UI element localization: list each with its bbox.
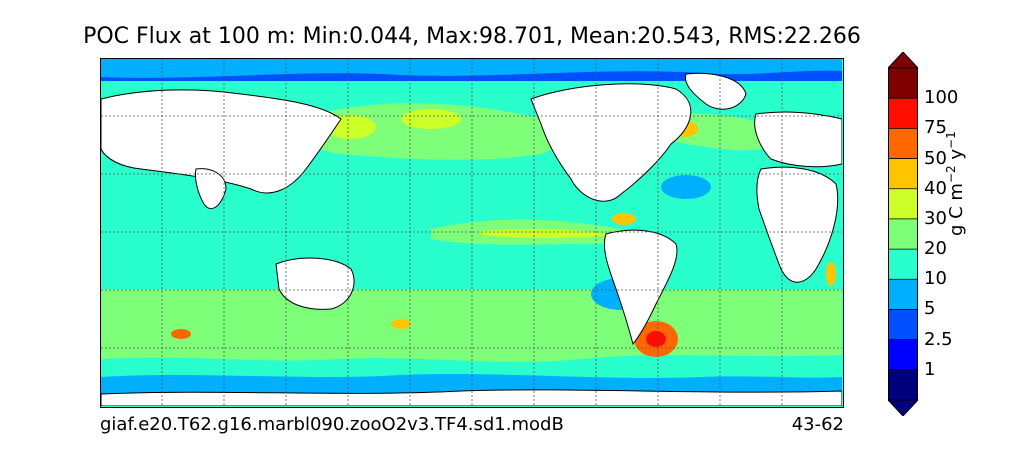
subarctic-pacific xyxy=(401,109,461,129)
colorbar-tick-label: 1 xyxy=(924,358,936,380)
kerguelen-bloom xyxy=(171,329,191,339)
north-america xyxy=(530,83,692,202)
case-name: giaf.e20.T62.g16.marbl090.zooO2v3.TF4.sd… xyxy=(100,414,564,435)
north-atlantic-gyre xyxy=(661,175,711,199)
colorbar-segment xyxy=(888,188,918,219)
colorbar-tick-label: 30 xyxy=(924,207,947,229)
greenland xyxy=(684,72,747,110)
colorbar-segment xyxy=(888,128,918,159)
map-svg xyxy=(101,59,842,406)
europe xyxy=(754,111,842,168)
colorbar-tick-label: 75 xyxy=(924,117,947,139)
colorbar-segment xyxy=(888,98,918,129)
colorbar-min-arrow xyxy=(888,399,918,416)
units-mid: y xyxy=(946,148,967,166)
colorbar-segment xyxy=(888,339,918,370)
australia xyxy=(275,257,355,310)
benguela-upwelling xyxy=(826,262,836,286)
colorbar xyxy=(888,52,918,416)
colorbar-tick-label: 10 xyxy=(924,268,947,290)
peru-upwelling xyxy=(612,213,636,225)
colorbar-segment xyxy=(888,158,918,189)
new-zealand-bloom xyxy=(391,319,411,329)
colorbar-segment xyxy=(888,218,918,250)
map-title: POC Flux at 100 m: Min:0.044, Max:98.701… xyxy=(83,24,861,49)
patagonian-core xyxy=(646,331,666,347)
colorbar-segment xyxy=(888,249,918,280)
africa xyxy=(756,166,839,283)
units-text: g C m xyxy=(946,183,967,236)
graticule xyxy=(101,59,842,406)
colorbar-tick-label: 100 xyxy=(924,87,959,109)
colorbar-segment xyxy=(888,279,918,310)
india xyxy=(195,168,227,209)
colorbar-frame xyxy=(888,67,918,401)
equatorial-pacific-core xyxy=(481,228,611,238)
units-exp-2: −1 xyxy=(944,131,958,149)
colorbar-segment xyxy=(888,369,918,400)
antarctica xyxy=(101,389,842,406)
units-exp-1: −2 xyxy=(944,165,958,184)
colorbar-tick-label: 2.5 xyxy=(924,328,953,350)
colorbar-segment xyxy=(888,309,918,340)
colorbar-tick-label: 5 xyxy=(924,298,936,320)
colorbar-tick-label: 50 xyxy=(924,147,947,169)
colorbar-units-label: g C m−2 y−1 xyxy=(944,131,967,236)
south-america xyxy=(603,229,678,346)
map-panel xyxy=(100,58,844,408)
colorbar-max-arrow xyxy=(888,52,918,69)
year-range: 43-62 xyxy=(791,414,844,435)
colorbar-segment xyxy=(888,68,918,99)
colorbar-tick-label: 40 xyxy=(924,177,947,199)
colorbar-tick-label: 20 xyxy=(924,238,947,260)
